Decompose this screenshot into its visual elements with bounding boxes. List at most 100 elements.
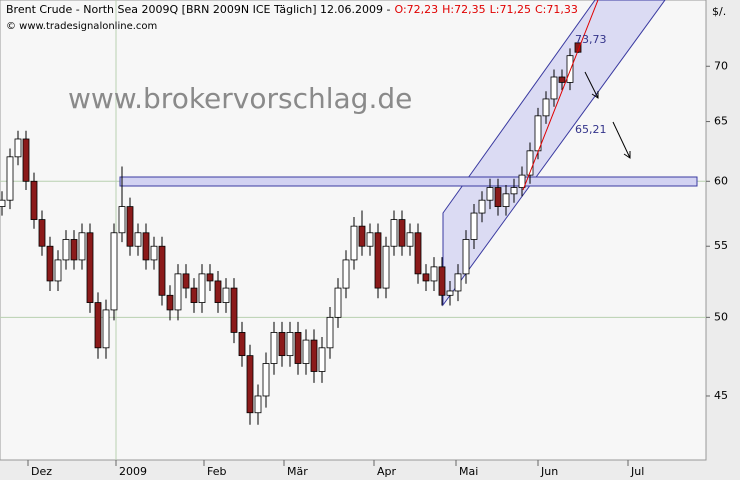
candle-body	[374, 232, 382, 289]
candle-body	[142, 232, 150, 261]
candle-body	[478, 199, 486, 214]
resistance-zone	[119, 176, 698, 187]
candle-body	[574, 42, 582, 53]
candle-body	[542, 98, 550, 117]
x-tick-label: Apr	[377, 465, 397, 478]
candle-body	[438, 266, 446, 296]
header-quote: L:71,25	[490, 3, 531, 16]
candle-body	[6, 156, 14, 201]
candle-body	[454, 273, 462, 292]
y-tick-label: 55	[714, 239, 728, 252]
candle-body	[246, 355, 254, 414]
candle-body	[206, 273, 214, 282]
candle-body	[46, 245, 54, 282]
candle-body	[214, 280, 222, 303]
candle-body	[382, 245, 390, 289]
candle-body	[446, 290, 454, 296]
candle-body	[566, 55, 574, 83]
y-tick-label: 50	[714, 310, 728, 323]
candle-body	[54, 259, 62, 282]
candle-body	[294, 332, 302, 364]
trend-line	[522, 0, 599, 191]
header-quote: C:71,33	[535, 3, 578, 16]
candle-body	[414, 232, 422, 275]
header-quote: H:72,35	[442, 3, 485, 16]
candle-body	[126, 206, 134, 247]
candle-body	[342, 259, 350, 289]
candle-body	[422, 273, 430, 282]
candle-body	[70, 239, 78, 261]
arrows	[584, 71, 631, 159]
candle-body	[430, 266, 438, 282]
candle-body	[462, 239, 470, 275]
annotation: 65,21	[575, 123, 607, 136]
candle-body	[286, 332, 294, 357]
candle-body	[326, 316, 334, 349]
candle-body	[270, 332, 278, 364]
candle-body	[358, 225, 366, 247]
x-tick-label: Dez	[31, 465, 52, 478]
candle-body	[222, 287, 230, 303]
x-tick-label: Mär	[287, 465, 308, 478]
candle-body	[318, 347, 326, 372]
y-tick-label: 45	[714, 389, 728, 402]
candle-body	[558, 76, 566, 83]
header-instrument: Brent Crude - North Sea 2009Q [BRN 2009N…	[6, 3, 391, 16]
x-tick-label: Mai	[459, 465, 478, 478]
y-tick-label: 65	[714, 115, 728, 128]
candle-body	[38, 219, 46, 247]
candle-body	[62, 239, 70, 261]
x-tick-label: Jul	[630, 465, 644, 478]
candle-body	[502, 193, 510, 207]
candle-body	[166, 294, 174, 311]
x-tick-label: 2009	[119, 465, 147, 478]
candle-body	[398, 219, 406, 247]
copyright: © www.tradesignalonline.com	[6, 21, 157, 32]
candle-body	[230, 287, 238, 333]
candle-body	[486, 187, 494, 201]
candle-body	[22, 138, 30, 182]
candle-body	[518, 174, 526, 188]
candle-body	[550, 76, 558, 100]
candle-body	[366, 232, 374, 247]
candle-body	[174, 273, 182, 311]
candle-body	[350, 225, 358, 261]
candle-body	[0, 199, 6, 207]
watermark: www.brokervorschlag.de	[68, 82, 412, 115]
x-tick-label: Jun	[540, 465, 558, 478]
candle-body	[190, 287, 198, 303]
candle-body	[526, 150, 534, 176]
candle-body	[86, 232, 94, 303]
candle-body	[302, 339, 310, 364]
candle-body	[78, 232, 86, 261]
candle-body	[182, 273, 190, 289]
candle-body	[390, 219, 398, 247]
candle-body	[102, 309, 110, 349]
candle-body	[198, 273, 206, 303]
candle-body	[110, 232, 118, 311]
candle-body	[406, 232, 414, 247]
candle-body	[310, 339, 318, 372]
header-quote: O:72,23	[394, 3, 438, 16]
candle-body	[510, 187, 518, 195]
candle-body	[14, 138, 22, 158]
candle-body	[254, 395, 262, 414]
y-tick-label: 60	[714, 174, 728, 187]
x-tick-label: Feb	[207, 465, 226, 478]
candle-body	[118, 206, 126, 234]
candle-body	[334, 287, 342, 318]
candle-body	[150, 245, 158, 261]
candle-body	[134, 232, 142, 247]
annotation: 73,73	[575, 33, 607, 46]
candle-body	[262, 363, 270, 397]
candle-body	[94, 302, 102, 349]
candle-body	[278, 332, 286, 357]
candle-body	[158, 245, 166, 296]
y-unit-label: $/.	[712, 5, 726, 18]
candle-body	[30, 180, 38, 220]
candle-body	[494, 187, 502, 207]
candle-body	[470, 212, 478, 240]
y-tick-label: 70	[714, 59, 728, 72]
candle-body	[238, 332, 246, 357]
